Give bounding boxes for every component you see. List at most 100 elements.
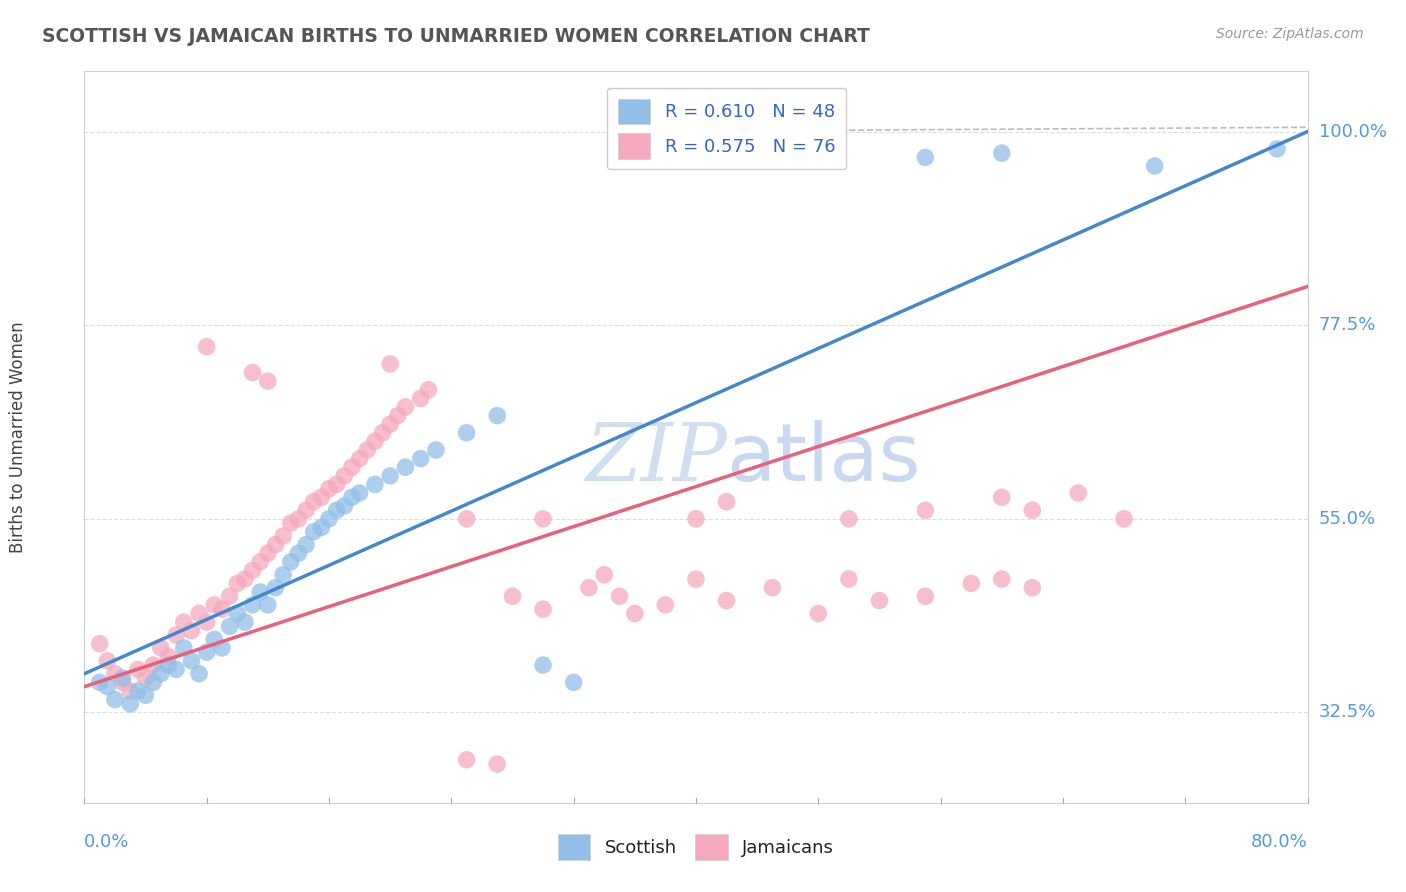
Point bbox=[380, 357, 402, 371]
Point bbox=[135, 688, 157, 702]
Point bbox=[195, 645, 218, 659]
Point bbox=[409, 451, 432, 466]
Point bbox=[371, 425, 394, 440]
Point bbox=[271, 567, 294, 582]
Text: atlas: atlas bbox=[727, 419, 921, 498]
Point bbox=[149, 640, 172, 655]
Text: Births to Unmarried Women: Births to Unmarried Women bbox=[8, 321, 27, 553]
Point bbox=[387, 409, 409, 423]
Point bbox=[333, 499, 356, 513]
Point bbox=[325, 503, 347, 517]
Point bbox=[486, 409, 509, 423]
Point bbox=[96, 654, 118, 668]
Point bbox=[394, 460, 416, 475]
Point bbox=[226, 607, 249, 621]
Point bbox=[1067, 486, 1090, 500]
Point bbox=[654, 598, 676, 612]
Point bbox=[364, 434, 387, 449]
Point bbox=[486, 757, 509, 772]
Point bbox=[838, 572, 860, 586]
Point bbox=[302, 494, 325, 508]
Point bbox=[104, 666, 127, 681]
Legend: Scottish, Jamaicans: Scottish, Jamaicans bbox=[551, 827, 841, 867]
Point bbox=[349, 451, 371, 466]
Point bbox=[120, 684, 142, 698]
Point bbox=[685, 512, 707, 526]
Point bbox=[287, 512, 309, 526]
Point bbox=[685, 572, 707, 586]
Point bbox=[280, 555, 302, 569]
Point bbox=[333, 468, 356, 483]
Point bbox=[356, 442, 378, 457]
Point bbox=[1021, 503, 1043, 517]
Point bbox=[593, 567, 616, 582]
Point bbox=[380, 417, 402, 432]
Point bbox=[165, 662, 187, 676]
Point bbox=[111, 675, 134, 690]
Text: 77.5%: 77.5% bbox=[1319, 316, 1376, 334]
Point bbox=[157, 658, 180, 673]
Point bbox=[1143, 159, 1166, 173]
Point bbox=[311, 491, 333, 505]
Point bbox=[271, 529, 294, 543]
Point bbox=[380, 468, 402, 483]
Point bbox=[211, 640, 233, 655]
Point bbox=[135, 671, 157, 685]
Point bbox=[295, 538, 318, 552]
Text: 100.0%: 100.0% bbox=[1319, 122, 1386, 141]
Point bbox=[1021, 581, 1043, 595]
Point bbox=[218, 589, 240, 603]
Point bbox=[960, 576, 983, 591]
Point bbox=[264, 581, 287, 595]
Point bbox=[242, 564, 264, 578]
Point bbox=[502, 589, 524, 603]
Point bbox=[180, 624, 202, 638]
Point bbox=[127, 662, 149, 676]
Point bbox=[456, 425, 478, 440]
Point bbox=[364, 477, 387, 491]
Point bbox=[165, 628, 187, 642]
Point bbox=[418, 383, 440, 397]
Point bbox=[257, 546, 280, 560]
Point bbox=[142, 675, 165, 690]
Point bbox=[257, 598, 280, 612]
Point bbox=[716, 494, 738, 508]
Point bbox=[456, 512, 478, 526]
Point bbox=[149, 666, 172, 681]
Point bbox=[991, 572, 1014, 586]
Point bbox=[180, 654, 202, 668]
Point bbox=[127, 684, 149, 698]
Point bbox=[318, 482, 340, 496]
Point bbox=[249, 585, 271, 599]
Point bbox=[761, 581, 783, 595]
Point bbox=[1265, 142, 1288, 156]
Point bbox=[991, 491, 1014, 505]
Point bbox=[226, 576, 249, 591]
Point bbox=[142, 658, 165, 673]
Point bbox=[609, 589, 631, 603]
Point bbox=[195, 615, 218, 629]
Point bbox=[311, 520, 333, 534]
Point bbox=[202, 598, 225, 612]
Point bbox=[89, 675, 111, 690]
Point bbox=[295, 503, 318, 517]
Point bbox=[531, 602, 554, 616]
Point bbox=[188, 666, 211, 681]
Point bbox=[716, 593, 738, 607]
Text: 55.0%: 55.0% bbox=[1319, 510, 1376, 528]
Point bbox=[157, 649, 180, 664]
Point bbox=[257, 374, 280, 388]
Point bbox=[409, 392, 432, 406]
Point bbox=[173, 615, 195, 629]
Point bbox=[96, 680, 118, 694]
Point bbox=[1114, 512, 1136, 526]
Text: ZIP: ZIP bbox=[585, 420, 727, 498]
Point bbox=[869, 593, 891, 607]
Point bbox=[349, 486, 371, 500]
Text: 32.5%: 32.5% bbox=[1319, 704, 1376, 722]
Point bbox=[242, 598, 264, 612]
Point bbox=[456, 753, 478, 767]
Point bbox=[280, 516, 302, 530]
Point bbox=[318, 512, 340, 526]
Point bbox=[838, 512, 860, 526]
